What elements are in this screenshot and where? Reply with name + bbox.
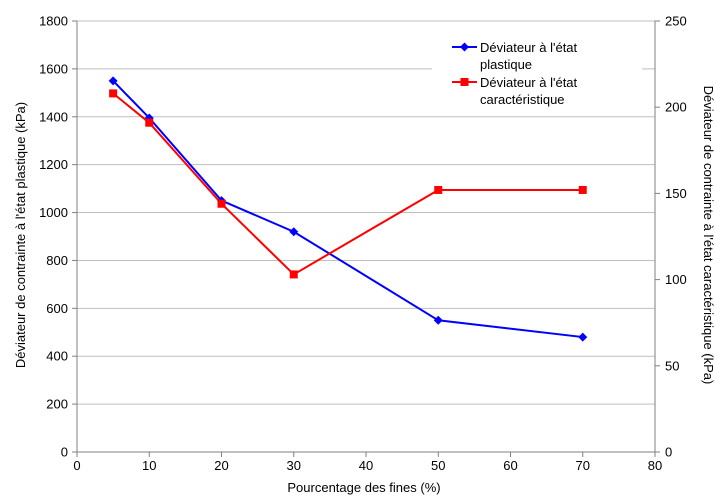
x-tick-label: 50 (431, 458, 445, 473)
y-left-tick-label: 1000 (39, 205, 68, 220)
x-tick-label: 10 (142, 458, 156, 473)
y-right-tick-label: 150 (665, 186, 687, 201)
axes (72, 20, 660, 457)
y-right-tick-label: 250 (665, 14, 687, 29)
data-point-square (145, 118, 154, 127)
series-line (112, 92, 583, 276)
data-point-square (578, 185, 587, 194)
data-point-diamond (289, 227, 299, 237)
y-axis-left-label: Déviateur de contrainte à l'état plastiq… (13, 102, 28, 368)
y-right-tick-label: 200 (665, 100, 687, 115)
y-right-tick-label: 50 (665, 358, 679, 373)
data-point-square (109, 89, 118, 98)
y-left-tick-label: 1200 (39, 157, 68, 172)
data-point-square (460, 78, 469, 86)
data-point-diamond (433, 315, 443, 325)
y-left-tick-label: 1800 (39, 14, 68, 29)
y-left-tick-label: 800 (46, 253, 68, 268)
y-left-tick-label: 1400 (39, 109, 68, 124)
legend-label: Déviateur à l'état plastique (480, 40, 578, 72)
data-point-square (217, 199, 226, 208)
data-point-diamond (460, 42, 469, 52)
x-tick-label: 60 (503, 458, 517, 473)
data-point-diamond (578, 332, 588, 342)
y-axis-right-label: Déviateur de contrainte à l'état caracté… (701, 86, 714, 385)
series-group (108, 76, 588, 342)
x-tick-label: 80 (648, 458, 662, 473)
data-point-square (434, 185, 443, 194)
y-left-tick-label: 400 (46, 349, 68, 364)
series-2 (109, 89, 587, 279)
y-right-tick-label: 0 (665, 445, 672, 460)
data-point-square (289, 270, 298, 279)
y-right-tick-label: 100 (665, 272, 687, 287)
y-left-tick-label: 0 (61, 445, 68, 460)
gridlines (77, 20, 655, 405)
y-left-tick-label: 1600 (39, 61, 68, 76)
legend-label: Déviateur à l'état caractéristique (480, 75, 578, 107)
series-1 (108, 76, 588, 342)
y-left-tick-label: 200 (46, 397, 68, 412)
x-tick-label: 70 (576, 458, 590, 473)
tick-labels: 0 10 20 30 40 50 60 70 8002004006008001000120014… (39, 14, 687, 474)
x-axis-label: Pourcentage des fines (%) (287, 480, 440, 495)
x-tick-label: 0 (73, 458, 80, 473)
x-tick-label: 20 (214, 458, 228, 473)
data-point-diamond (108, 76, 118, 86)
x-tick-label: 40 (359, 458, 373, 473)
y-left-tick-label: 600 (46, 301, 68, 316)
x-tick-label: 30 (287, 458, 301, 473)
series-line (112, 80, 583, 339)
